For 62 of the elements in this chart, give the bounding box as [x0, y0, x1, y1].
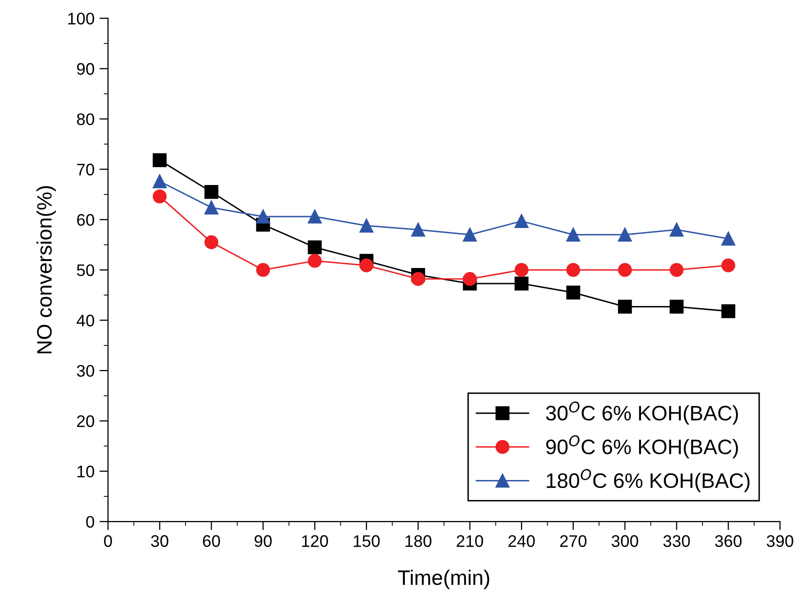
point: [721, 232, 736, 246]
x-tick-label: 180: [406, 535, 432, 547]
point: [411, 272, 426, 286]
x-tick-label: 300: [612, 535, 638, 547]
point: [670, 222, 684, 237]
x-tick-label: 240: [508, 535, 535, 547]
point: [514, 262, 528, 277]
y-axis-title: NO conversion(%): [36, 186, 56, 354]
y-tick-label: 80: [76, 113, 94, 126]
y-tick-label: 20: [77, 415, 94, 428]
x-tick-label: 150: [354, 535, 380, 547]
point: [152, 190, 167, 204]
point: [462, 228, 477, 242]
point: [308, 240, 322, 254]
point: [670, 262, 684, 277]
point: [514, 276, 528, 290]
point: [204, 200, 218, 214]
y-tick-label: 60: [77, 214, 94, 226]
legend-label: 30$^{O}$C 6% KOH(BAC): [546, 402, 738, 425]
point: [566, 228, 580, 242]
point: [462, 272, 477, 286]
y-tick-label: 70: [77, 164, 94, 176]
point: [721, 258, 736, 272]
point: [308, 254, 322, 268]
x-tick-label: 90: [254, 535, 272, 547]
x-tick-label: 120: [302, 535, 328, 547]
point: [721, 304, 736, 318]
point: [360, 258, 374, 272]
point: [618, 262, 632, 277]
point: [566, 286, 580, 300]
point: [618, 228, 632, 242]
point: [256, 262, 270, 277]
legend-label: 180$^{O}$C 6% KOH(BAC): [546, 469, 750, 492]
point: [566, 262, 580, 277]
x-tick-label: 360: [715, 535, 742, 547]
point: [618, 300, 632, 314]
legend-label: 90$^{O}$C 6% KOH(BAC): [546, 435, 738, 458]
point: [670, 300, 684, 314]
x-tick-label: 330: [663, 535, 690, 547]
point: [204, 235, 218, 250]
point: [204, 184, 218, 199]
x-tick-label: 60: [202, 535, 220, 547]
y-tick-label: 0: [86, 516, 94, 528]
point: [152, 153, 167, 168]
y-tick-label: 40: [76, 314, 94, 326]
point: [411, 222, 426, 237]
y-tick-label: 30: [76, 364, 94, 377]
y-tick-label: 50: [76, 264, 94, 276]
point: [152, 174, 167, 188]
x-tick-label: 0: [104, 535, 112, 547]
x-tick-label: 390: [766, 535, 794, 547]
y-tick-label: 100: [68, 12, 94, 25]
point: [360, 218, 374, 233]
x-tick-label: 30: [151, 535, 168, 547]
point: [514, 214, 528, 228]
x-tick-label: 270: [560, 535, 586, 547]
x-tick-label: 210: [456, 535, 484, 547]
point: [308, 210, 322, 224]
y-tick-label: 90: [77, 63, 94, 75]
y-tick-label: 10: [78, 466, 94, 478]
x-axis-title: Time(min): [398, 570, 490, 590]
point: [256, 210, 270, 224]
